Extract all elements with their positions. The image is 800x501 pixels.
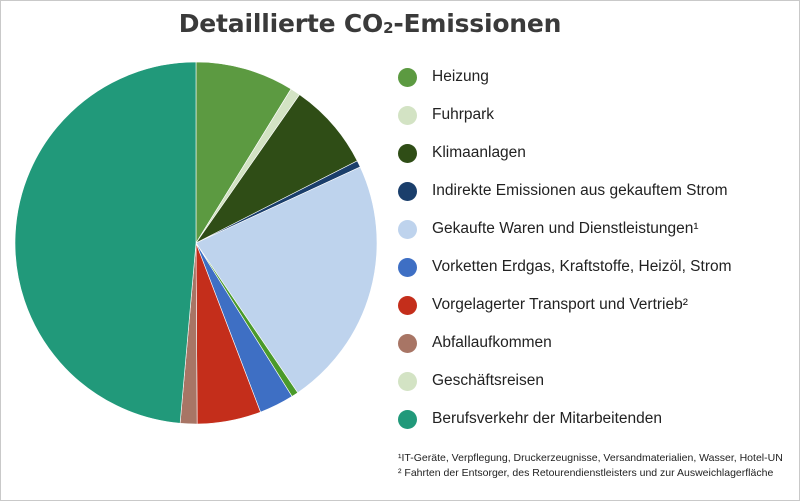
footnote-1: ¹IT-Geräte, Verpflegung, Druckerzeugniss… [398, 452, 783, 464]
footnotes: ¹IT-Geräte, Verpflegung, Druckerzeugniss… [398, 451, 783, 481]
legend-label: Heizung [432, 68, 489, 85]
legend-item-7: Vorgelagerter Transport und Vertrieb² [398, 286, 732, 324]
legend-swatch [398, 371, 417, 391]
pie-slice-1 [195, 61, 292, 245]
legend-item-2: Fuhrpark [398, 96, 732, 134]
legend-label: Fuhrpark [432, 106, 495, 123]
legend-swatch [398, 143, 417, 163]
legend-item-1: Heizung [398, 58, 732, 96]
legend-swatch [398, 105, 417, 125]
legend-item-9: Geschäftsreisen [398, 362, 732, 400]
legend-swatch [398, 409, 417, 429]
legend-item-10: Berufsverkehr der Mitarbeitenden [398, 400, 732, 438]
legend-label: Indirekte Emissionen aus gekauftem Strom [432, 182, 728, 199]
legend-item-5: Gekaufte Waren und Dienstleistungen¹ [398, 210, 732, 248]
footnote-2: ² Fahrten der Entsorger, des Retourendie… [398, 467, 774, 479]
legend: Heizung Fuhrpark Klimaanlagen Indirekte Emi… [398, 58, 732, 438]
legend-swatch [398, 333, 417, 353]
legend-swatch [398, 219, 417, 239]
legend-swatch [398, 295, 417, 315]
legend-label: Vorgelagerter Transport und Vertrieb² [432, 296, 688, 313]
chart-title: Detaillierte CO2-Emissionen [178, 9, 562, 38]
legend-item-8: Abfallaufkommen [398, 324, 732, 362]
legend-swatch [398, 257, 417, 277]
legend-item-6: Vorketten Erdgas, Kraftstoffe, Heizöl, S… [398, 248, 732, 286]
legend-item-4: Indirekte Emissionen aus gekauftem Strom [398, 172, 732, 210]
legend-label: Vorketten Erdgas, Kraftstoffe, Heizöl, S… [432, 258, 732, 275]
pie-slice-5 [195, 166, 378, 394]
legend-item-3: Klimaanlagen [398, 134, 732, 172]
legend-label: Berufsverkehr der Mitarbeitenden [432, 410, 663, 427]
legend-label: Klimaanlagen [432, 144, 526, 161]
legend-label: Abfallaufkommen [432, 334, 552, 351]
legend-label: Gekaufte Waren und Dienstleistungen¹ [432, 220, 699, 237]
pie-slice-10 [14, 61, 197, 424]
legend-swatch [398, 181, 417, 201]
legend-swatch [398, 67, 417, 87]
legend-label: Geschäftsreisen [432, 372, 544, 389]
